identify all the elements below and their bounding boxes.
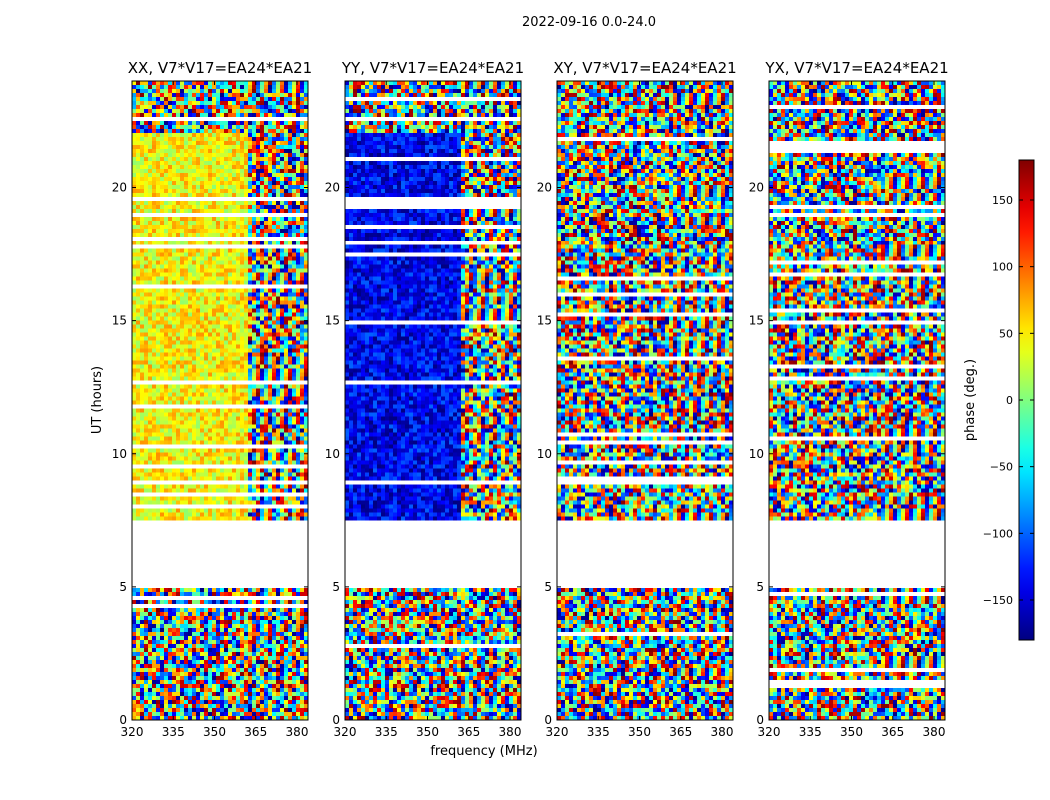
x-tick-label: 365 bbox=[244, 725, 267, 739]
y-tick-label: 20 bbox=[749, 181, 764, 195]
y-tick-label: 20 bbox=[537, 181, 552, 195]
y-tick-label: 15 bbox=[749, 314, 764, 328]
axes-frame bbox=[344, 80, 522, 721]
y-tick-label: 10 bbox=[112, 447, 127, 461]
heatmap-panel: XY, V7*V17=EA24*EA21 320 335 350 365 380 0 5 10 1… bbox=[537, 59, 737, 739]
y-tick-label: 20 bbox=[325, 181, 340, 195]
x-tick-label: 350 bbox=[416, 725, 439, 739]
axes-frame bbox=[768, 80, 946, 721]
x-tick-label: 350 bbox=[203, 725, 226, 739]
axes-frame bbox=[556, 80, 734, 721]
x-tick-label: 365 bbox=[881, 725, 904, 739]
x-tick-label: 380 bbox=[923, 725, 946, 739]
heatmap-panel: YY, V7*V17=EA24*EA21 320 335 350 365 380 0 5 10 1… bbox=[325, 59, 524, 739]
x-tick-label: 335 bbox=[799, 725, 822, 739]
panel-title: YX, V7*V17=EA24*EA21 bbox=[764, 59, 948, 77]
y-tick-label: 5 bbox=[544, 580, 552, 594]
heatmap-cells bbox=[557, 81, 733, 720]
x-tick-label: 350 bbox=[628, 725, 651, 739]
colorbar-label: phase (deg.) bbox=[963, 359, 978, 441]
heatmap-panel: XX, V7*V17=EA24*EA21 320 335 350 365 380 0 5 10 1… bbox=[112, 59, 313, 739]
y-tick-label: 0 bbox=[119, 713, 127, 727]
x-tick-label: 320 bbox=[758, 725, 781, 739]
panel-title: XY, V7*V17=EA24*EA21 bbox=[553, 59, 736, 77]
y-tick-label: 15 bbox=[325, 314, 340, 328]
x-tick-label: 380 bbox=[286, 725, 309, 739]
heatmap-cells bbox=[132, 81, 308, 720]
heatmap-panels: XX, V7*V17=EA24*EA21 320 335 350 365 380 0 5 10 1… bbox=[112, 59, 949, 739]
x-tick-label: 320 bbox=[121, 725, 144, 739]
y-tick-label: 5 bbox=[119, 580, 127, 594]
x-tick-label: 365 bbox=[669, 725, 692, 739]
x-tick-label: 350 bbox=[840, 725, 863, 739]
x-tick-label: 365 bbox=[457, 725, 480, 739]
y-tick-label: 15 bbox=[537, 314, 552, 328]
x-tick-label: 380 bbox=[499, 725, 522, 739]
colorbar-tick-label: 150 bbox=[992, 194, 1013, 207]
x-tick-label: 320 bbox=[546, 725, 569, 739]
y-tick-label: 5 bbox=[332, 580, 340, 594]
y-tick-label: 0 bbox=[332, 713, 340, 727]
y-tick-label: 0 bbox=[756, 713, 764, 727]
colorbar-tick-label: −100 bbox=[983, 527, 1013, 540]
heatmap-panel: YX, V7*V17=EA24*EA21 320 335 350 365 380 0 5 10 1… bbox=[749, 59, 949, 739]
panel-title: YY, V7*V17=EA24*EA21 bbox=[341, 59, 524, 77]
x-tick-label: 380 bbox=[711, 725, 734, 739]
heatmap-cells bbox=[769, 81, 945, 720]
figure-suptitle: 2022-09-16 0.0-24.0 bbox=[522, 15, 656, 30]
y-tick-label: 10 bbox=[749, 447, 764, 461]
colorbar-tick-label: 100 bbox=[992, 261, 1013, 274]
y-tick-label: 5 bbox=[756, 580, 764, 594]
colorbar-tick-label: −150 bbox=[983, 594, 1013, 607]
y-tick-label: 15 bbox=[112, 314, 127, 328]
colorbar-tick-label: 50 bbox=[999, 327, 1013, 340]
x-tick-label: 335 bbox=[162, 725, 185, 739]
axes-frame bbox=[131, 80, 309, 721]
y-tick-label: 10 bbox=[537, 447, 552, 461]
x-axis-label: frequency (MHz) bbox=[430, 744, 537, 759]
colorbar-tick-label: 0 bbox=[1006, 394, 1013, 407]
y-axis-label: UT (hours) bbox=[90, 366, 105, 434]
y-tick-label: 20 bbox=[112, 181, 127, 195]
y-tick-label: 10 bbox=[325, 447, 340, 461]
colorbar-tick-label: −50 bbox=[990, 461, 1013, 474]
panel-title: XX, V7*V17=EA24*EA21 bbox=[128, 59, 312, 77]
colorbar: −150 −100 −50 0 50 100 150 bbox=[983, 159, 1035, 641]
x-tick-label: 335 bbox=[375, 725, 398, 739]
heatmap-cells bbox=[345, 81, 521, 720]
x-tick-label: 320 bbox=[334, 725, 357, 739]
y-tick-label: 0 bbox=[544, 713, 552, 727]
x-tick-label: 335 bbox=[587, 725, 610, 739]
